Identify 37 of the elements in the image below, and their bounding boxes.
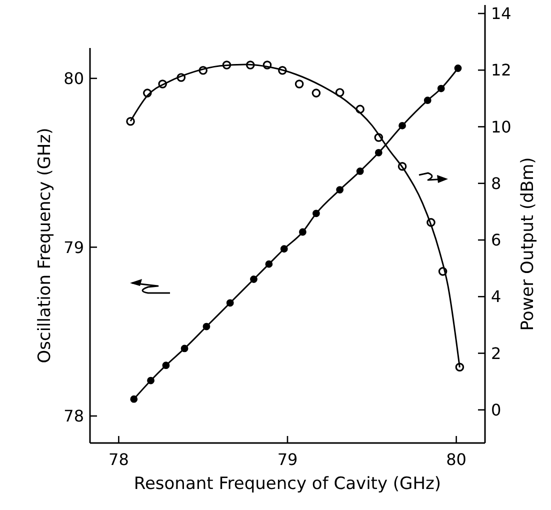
point bbox=[437, 84, 445, 92]
point bbox=[398, 122, 406, 130]
point bbox=[312, 210, 320, 218]
point bbox=[280, 245, 288, 253]
y2-tick-label: 8 bbox=[491, 174, 502, 193]
y-tick-label: 80 bbox=[64, 68, 84, 88]
y-tick-label: 78 bbox=[64, 406, 84, 426]
y2-tick-label: 2 bbox=[491, 344, 502, 363]
x-tick-label: 78 bbox=[108, 450, 129, 469]
point bbox=[130, 395, 138, 403]
point bbox=[312, 88, 321, 98]
point bbox=[226, 299, 234, 307]
point bbox=[147, 376, 154, 384]
x-tick-label: 79 bbox=[277, 450, 298, 469]
point bbox=[250, 276, 258, 283]
y-tick-label: 79 bbox=[64, 238, 84, 257]
y2-tick-label: 6 bbox=[491, 230, 502, 250]
point bbox=[424, 96, 432, 104]
x-tick-label: 80 bbox=[446, 450, 466, 469]
point bbox=[336, 186, 344, 194]
y2-tick-label: 14 bbox=[491, 4, 512, 24]
point bbox=[356, 168, 364, 175]
point bbox=[298, 228, 306, 236]
point bbox=[454, 64, 462, 72]
y2-tick-label: 0 bbox=[491, 400, 502, 420]
point bbox=[180, 344, 188, 352]
y2-tick-label: 4 bbox=[491, 287, 502, 306]
x-axis-title: Resonant Frequency of Cavity (GHz) bbox=[134, 474, 442, 494]
point bbox=[294, 80, 304, 88]
y2-tick-label: 12 bbox=[491, 60, 512, 80]
point bbox=[265, 260, 273, 268]
y-axis-title: Oscillation Frequency (GHz) bbox=[35, 128, 55, 364]
y2-axis-title: Power Output (dBm) bbox=[518, 157, 538, 331]
point bbox=[202, 322, 210, 330]
point bbox=[162, 362, 170, 370]
point bbox=[374, 148, 382, 156]
y2-tick-label: 10 bbox=[491, 117, 512, 136]
